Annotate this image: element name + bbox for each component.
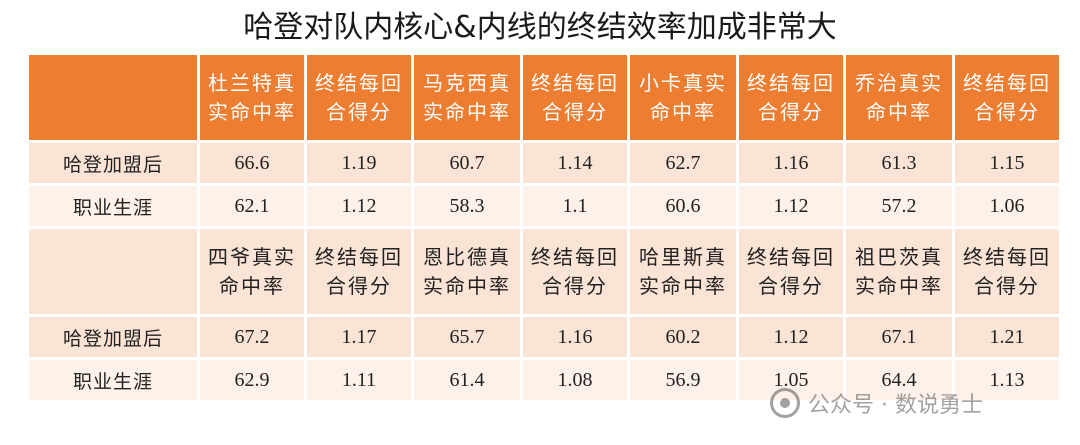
column-header: 终结每回合得分 — [307, 55, 411, 140]
header-row: 四爷真实命中率 终结每回合得分 恩比德真实命中率 终结每回合得分 哈里斯真实命中率 终结每… — [29, 229, 1059, 314]
table-row: 职业生涯 62.9 1.11 61.4 1.08 56.9 1.05 64.4 1.13 — [29, 360, 1059, 400]
data-cell: 1.14 — [523, 143, 627, 183]
stats-table: 杜兰特真实命中率 终结每回合得分 马克西真实命中率 终结每回合得分 小卡真实命中率 终结每… — [26, 52, 1062, 403]
column-header: 小卡真实命中率 — [630, 55, 736, 140]
data-cell: 60.2 — [630, 317, 736, 357]
data-cell: 1.16 — [523, 317, 627, 357]
data-cell: 57.2 — [846, 186, 952, 226]
data-cell: 60.6 — [630, 186, 736, 226]
column-header: 终结每回合得分 — [955, 55, 1059, 140]
table-row: 哈登加盟后 66.6 1.19 60.7 1.14 62.7 1.16 61.3 1.15 — [29, 143, 1059, 183]
column-header: 恩比德真实命中率 — [414, 229, 520, 314]
table-row: 职业生涯 62.1 1.12 58.3 1.1 60.6 1.12 57.2 1.06 — [29, 186, 1059, 226]
column-header: 终结每回合得分 — [955, 229, 1059, 314]
data-cell: 1.19 — [307, 143, 411, 183]
column-header: 祖巴茨真实命中率 — [846, 229, 952, 314]
chart-title: 哈登对队内核心&内线的终结效率加成非常大 — [243, 10, 837, 45]
column-header: 杜兰特真实命中率 — [200, 55, 304, 140]
column-header: 四爷真实命中率 — [200, 229, 304, 314]
corner-cell — [29, 55, 197, 140]
data-cell: 61.4 — [414, 360, 520, 400]
data-cell: 1.16 — [739, 143, 843, 183]
column-header: 马克西真实命中率 — [414, 55, 520, 140]
data-cell: 1.11 — [307, 360, 411, 400]
data-cell: 1.12 — [739, 317, 843, 357]
data-cell: 65.7 — [414, 317, 520, 357]
column-header: 终结每回合得分 — [739, 229, 843, 314]
data-cell: 1.1 — [523, 186, 627, 226]
data-cell: 1.21 — [955, 317, 1059, 357]
row-label: 哈登加盟后 — [29, 143, 197, 183]
data-cell: 67.2 — [200, 317, 304, 357]
column-header: 终结每回合得分 — [523, 229, 627, 314]
data-cell: 62.9 — [200, 360, 304, 400]
data-cell: 1.12 — [307, 186, 411, 226]
data-cell: 1.15 — [955, 143, 1059, 183]
data-cell: 1.17 — [307, 317, 411, 357]
data-cell: 1.08 — [523, 360, 627, 400]
data-cell: 61.3 — [846, 143, 952, 183]
column-header: 终结每回合得分 — [739, 55, 843, 140]
data-cell: 1.05 — [739, 360, 843, 400]
corner-cell — [29, 229, 197, 314]
data-cell: 60.7 — [414, 143, 520, 183]
row-label: 职业生涯 — [29, 186, 197, 226]
column-header: 终结每回合得分 — [307, 229, 411, 314]
data-cell: 67.1 — [846, 317, 952, 357]
column-header: 哈里斯真实命中率 — [630, 229, 736, 314]
data-cell: 1.13 — [955, 360, 1059, 400]
data-cell: 62.1 — [200, 186, 304, 226]
data-cell: 1.12 — [739, 186, 843, 226]
data-cell: 56.9 — [630, 360, 736, 400]
data-cell: 62.7 — [630, 143, 736, 183]
header-row: 杜兰特真实命中率 终结每回合得分 马克西真实命中率 终结每回合得分 小卡真实命中率 终结每… — [29, 55, 1059, 140]
column-header: 终结每回合得分 — [523, 55, 627, 140]
data-cell: 66.6 — [200, 143, 304, 183]
column-header: 乔治真实命中率 — [846, 55, 952, 140]
data-cell: 1.06 — [955, 186, 1059, 226]
row-label: 职业生涯 — [29, 360, 197, 400]
data-cell: 58.3 — [414, 186, 520, 226]
data-cell: 64.4 — [846, 360, 952, 400]
table-row: 哈登加盟后 67.2 1.17 65.7 1.16 60.2 1.12 67.1 1.21 — [29, 317, 1059, 357]
row-label: 哈登加盟后 — [29, 317, 197, 357]
